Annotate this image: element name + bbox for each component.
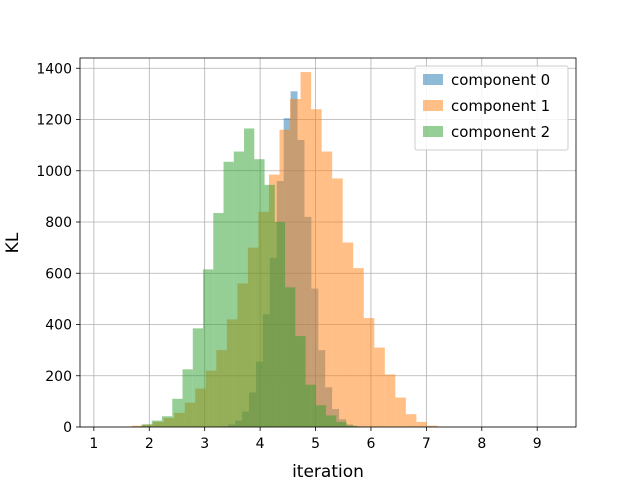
bar-series-2-bin-12 [203,269,214,427]
y-tick-label-1: 200 [45,369,72,385]
y-axis-label: KL [3,232,23,253]
bar-series-2-bin-22 [305,384,316,427]
bar-series-1-bin-16 [290,99,301,427]
bar-series-1-bin-29 [426,425,438,427]
bar-series-1-bin-1 [132,425,143,427]
x-tick-label-4: 5 [311,436,320,452]
y-tick-label-2: 400 [45,318,72,334]
x-tick-label-7: 8 [477,436,486,452]
bar-series-1-bin-20 [332,178,343,427]
bar-series-1-bin-27 [405,414,417,427]
x-axis-ticks: 1 2 3 4 5 6 7 8 9 [89,427,542,452]
bar-series-2-bin-6 [141,424,152,427]
x-tick-label-2: 3 [200,436,209,452]
series-2-bars [131,128,368,427]
y-tick-label-7: 1400 [36,61,72,77]
bar-series-2-bin-14 [223,161,234,427]
x-tick-label-8: 9 [533,436,542,452]
bar-series-1-bin-23 [363,318,375,427]
legend-swatch-0 [423,74,443,85]
bar-series-2-bin-25 [336,421,347,427]
legend-label-1: component 1 [451,97,550,115]
legend-label-0: component 0 [451,71,550,89]
bar-series-2-bin-9 [172,398,183,427]
bar-series-1-bin-26 [395,397,406,427]
bar-series-2-bin-18 [264,184,275,427]
legend-box [414,65,569,151]
bar-series-2-bin-23 [315,405,327,427]
legend-swatch-1 [423,100,443,111]
bar-series-2-bin-7 [151,420,163,427]
bar-series-1-bin-18 [311,109,322,427]
bar-series-2-bin-21 [295,336,306,427]
bar-series-2-bin-17 [254,159,265,427]
x-axis-label: iteration [292,462,364,480]
y-tick-label-4: 800 [45,215,72,231]
x-tick-label-1: 2 [145,436,154,452]
x-tick-label-5: 6 [366,436,375,452]
legend: component 0 component 1 component 2 [414,65,569,151]
bar-series-2-bin-20 [285,287,296,427]
axes [79,57,577,428]
bar-series-2-bin-10 [182,369,193,427]
y-tick-label-5: 1000 [36,164,72,180]
x-tick-label-0: 1 [89,436,98,452]
bar-series-2-bin-26 [346,425,357,427]
legend-swatch-2 [423,126,443,137]
plot-frame [79,57,577,428]
x-tick-label-6: 7 [422,436,431,452]
bar-series-1-bin-17 [300,72,312,427]
bar-series-2-bin-19 [274,222,286,427]
bar-series-1-bin-21 [342,242,354,427]
bar-series-2-bin-16 [244,128,255,427]
y-tick-label-3: 600 [45,266,72,282]
bar-series-1-bin-19 [321,151,333,427]
y-tick-label-6: 1200 [36,113,72,129]
bar-series-1-bin-28 [416,421,427,427]
x-tick-label-3: 4 [256,436,265,452]
legend-label-2: component 2 [451,123,550,141]
y-tick-label-0: 0 [63,420,72,436]
bar-series-1-bin-25 [384,374,396,427]
bar-series-2-bin-13 [213,213,224,427]
bar-series-2-bin-24 [326,415,337,427]
histogram-bars [121,72,438,427]
bar-series-2-bin-15 [233,151,245,427]
y-axis-ticks: 0 200 400 600 800 1000 1200 1400 [36,61,80,436]
bar-series-1-bin-22 [353,268,364,427]
bar-series-1-bin-24 [374,347,385,427]
bar-series-2-bin-8 [162,416,173,427]
bar-series-2-bin-11 [192,328,204,427]
